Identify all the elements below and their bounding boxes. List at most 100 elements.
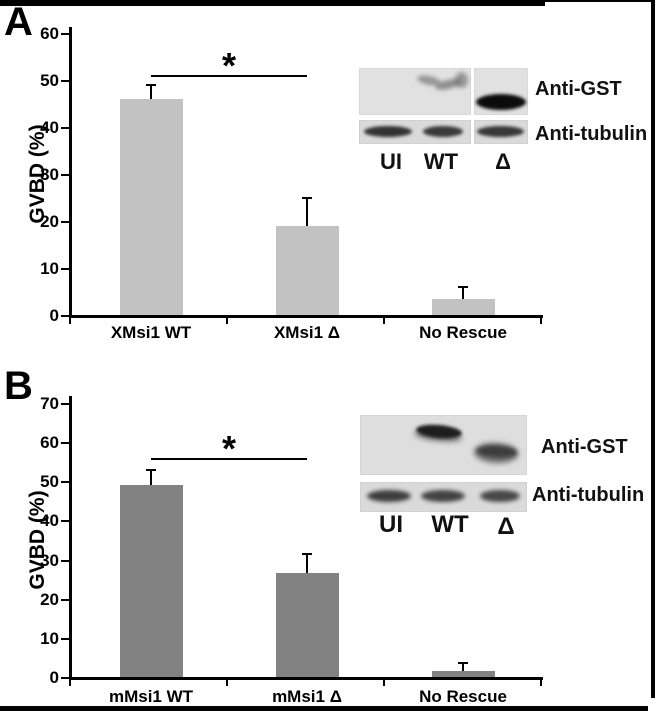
bar-No-Rescue (431, 671, 495, 677)
error-bar-cap (302, 552, 312, 555)
bar-mMsi1-WT (119, 485, 183, 677)
error-bar-whisker (462, 663, 464, 672)
panel-letter-B: B (4, 364, 33, 408)
blot-band (367, 490, 411, 502)
frame-top-bar (0, 0, 545, 6)
y-tick (61, 598, 69, 601)
y-tick-label: 40 (40, 511, 59, 531)
bar-mMsi1-Δ (275, 573, 339, 677)
y-tick-label: 50 (40, 472, 59, 492)
y-tick-label: 60 (40, 24, 59, 43)
x-tick (69, 680, 71, 686)
y-tick (61, 559, 69, 562)
blot-band (364, 126, 412, 137)
significance-line (151, 457, 307, 460)
x-axis-line (69, 677, 543, 680)
x-category-label: mMsi1 WT (108, 687, 194, 706)
x-tick (226, 680, 228, 686)
y-tick-label: 30 (40, 165, 59, 184)
error-bar-cap (146, 83, 156, 86)
blot-band (477, 126, 524, 137)
y-tick (61, 221, 69, 223)
error-bar-whisker (150, 84, 152, 99)
x-category-label: XMsi1 WT (110, 323, 192, 342)
blot-a-tubulin-strip-delta (474, 120, 528, 144)
x-tick (383, 680, 385, 686)
y-tick (61, 520, 69, 523)
y-tick (61, 442, 69, 445)
x-tick (226, 318, 228, 324)
blot-band (421, 490, 465, 502)
lane-label-delta: Δ (495, 149, 511, 174)
y-tick-label: 0 (49, 306, 59, 325)
error-bar-whisker (306, 197, 308, 226)
y-tick (61, 174, 69, 176)
lane-label-ui: UI (379, 511, 403, 538)
y-tick (61, 677, 69, 679)
significance-asterisk: * (221, 45, 236, 87)
y-tick-label: 70 (40, 394, 59, 414)
y-tick-label: 10 (40, 259, 59, 278)
blot-band (423, 126, 463, 137)
x-category-label: XMsi1 Δ (273, 323, 341, 342)
x-category-label: mMsi1 Δ (272, 687, 342, 706)
antibody-label-tubulin: Anti-tubulin (532, 484, 645, 506)
y-tick-label: 20 (40, 589, 59, 609)
x-category-label: No Rescue (419, 323, 507, 342)
y-tick (61, 33, 69, 35)
blot-a-gst-strip-delta (474, 68, 528, 115)
y-axis-line (69, 27, 72, 318)
y-tick (61, 637, 69, 640)
error-bar-cap (458, 662, 468, 665)
significance-asterisk: * (221, 427, 236, 469)
y-axis-line (69, 396, 72, 680)
bar-No-Rescue (431, 298, 495, 315)
x-category-label: No Rescue (419, 687, 507, 706)
blot-a-gst-strip-ui-wt (359, 68, 471, 115)
error-bar-whisker (462, 286, 464, 299)
y-tick-label: 60 (40, 433, 59, 453)
frame-bottom-bar (0, 706, 648, 711)
error-bar-whisker (150, 469, 152, 486)
frame-top-line (545, 0, 655, 2)
error-bar-whisker (306, 553, 308, 574)
y-tick-label: 10 (40, 628, 59, 648)
y-tick-label: 20 (40, 212, 59, 231)
blot-a-tubulin-strip-ui-wt (359, 120, 471, 144)
y-tick-label: 0 (49, 668, 59, 687)
blot-b-gst-strip (360, 415, 527, 475)
x-tick (540, 318, 542, 324)
error-bar-cap (146, 468, 156, 471)
antibody-label-gst: Anti-GST (535, 78, 622, 100)
x-axis-line (69, 315, 543, 318)
panel-letter-A: A (4, 0, 33, 44)
y-tick (61, 403, 69, 406)
error-bar-cap (458, 285, 468, 288)
y-tick (61, 80, 69, 82)
bar-XMsi1-Δ (275, 225, 339, 315)
lane-label-delta: Δ (497, 513, 515, 540)
frame-right-line (651, 0, 655, 698)
lane-label-ui: UI (380, 149, 402, 174)
blot-band (476, 94, 526, 110)
lane-label-wt: WT (423, 149, 459, 174)
bar-XMsi1-WT (119, 98, 183, 315)
antibody-label-tubulin: Anti-tubulin (535, 123, 648, 145)
y-tick-label: 30 (40, 550, 59, 570)
x-tick (69, 318, 71, 324)
antibody-label-gst: Anti-GST (541, 436, 628, 458)
error-bar-cap (302, 196, 312, 199)
lane-label-wt: WT (431, 511, 469, 538)
y-tick (61, 315, 69, 317)
y-tick-label: 40 (40, 118, 59, 137)
significance-line (151, 75, 307, 78)
y-tick (61, 481, 69, 484)
y-tick (61, 127, 69, 129)
y-tick (61, 268, 69, 270)
x-tick (383, 318, 385, 324)
blot-b-tubulin-strip (360, 482, 527, 512)
x-tick (540, 680, 542, 686)
y-tick-label: 50 (40, 71, 59, 90)
blot-band (480, 490, 520, 502)
